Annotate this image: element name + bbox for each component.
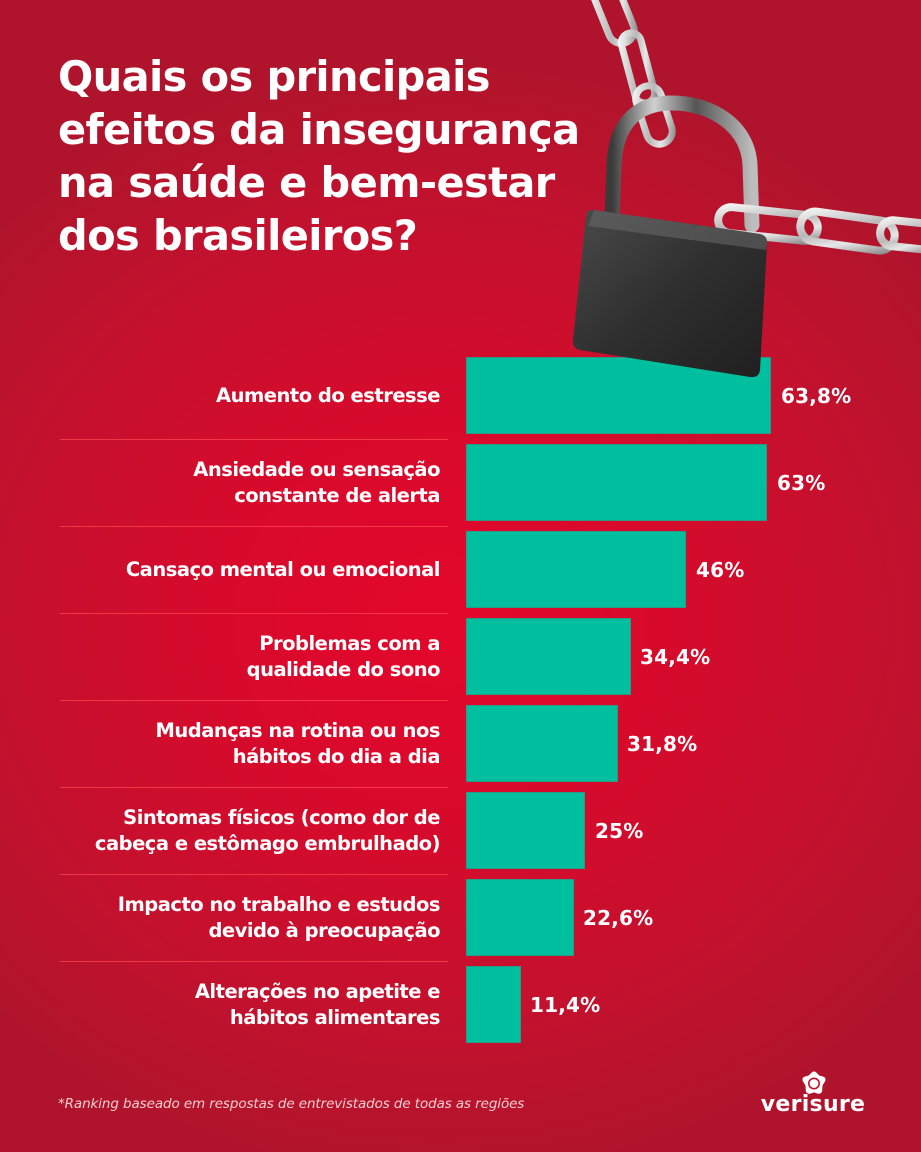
label-line: constante de alerta xyxy=(234,483,440,507)
label-line: hábitos alimentares xyxy=(229,1005,441,1029)
label-line: Aumento do estresse xyxy=(216,383,441,407)
row-divider xyxy=(60,700,448,701)
chart-row: Alterações no apetite e hábitos alimenta… xyxy=(0,966,921,1043)
bar xyxy=(466,966,521,1043)
label-line: Ansiedade ou sensação xyxy=(193,457,440,481)
label-line: Impacto no trabalho e estudos xyxy=(117,892,441,916)
chart-row: Mudanças na rotina ou nos hábitos do dia… xyxy=(0,705,921,788)
bar xyxy=(466,705,618,782)
label-line: Mudanças na rotina ou nos xyxy=(155,718,440,742)
label-line: Problemas com a xyxy=(259,631,440,655)
row-divider xyxy=(60,613,448,614)
bar-value: 34,4% xyxy=(640,644,711,669)
bar-value: 63% xyxy=(777,470,826,495)
brand-wordmark: verisure xyxy=(760,1092,866,1117)
bar-value: 63,8% xyxy=(781,383,852,408)
chart-row: Impacto no trabalho e estudos devido à p… xyxy=(0,879,921,962)
label-line: hábitos do dia a dia xyxy=(232,744,441,768)
row-label: Sintomas físicos (como dor de cabeça e e… xyxy=(40,792,441,869)
title-line: Quais os principais xyxy=(58,52,490,101)
chart-row: Cansaço mental ou emocional 46% xyxy=(0,531,921,614)
bar xyxy=(466,792,585,869)
label-line: qualidade do sono xyxy=(246,657,441,681)
chart-row: Aumento do estresse 63,8% xyxy=(0,357,921,440)
row-label: Aumento do estresse xyxy=(40,357,441,434)
verisure-flower-icon xyxy=(802,1071,826,1094)
row-label: Mudanças na rotina ou nos hábitos do dia… xyxy=(40,705,440,782)
title-line: na saúde e bem-estar xyxy=(58,158,555,207)
row-divider xyxy=(60,439,448,440)
bar-value: 25% xyxy=(595,818,644,843)
bar-value: 22,6% xyxy=(583,905,654,930)
bar-value: 46% xyxy=(696,557,745,582)
chart-row: Ansiedade ou sensação constante de alert… xyxy=(0,444,921,527)
label-line: cabeça e estômago embrulhado) xyxy=(94,831,441,855)
bar xyxy=(466,531,686,608)
label-line: Cansaço mental ou emocional xyxy=(125,557,441,581)
bar xyxy=(466,879,574,956)
label-line: Alterações no apetite e xyxy=(194,979,441,1003)
title-line: dos brasileiros? xyxy=(58,211,418,260)
verisure-logo: verisure xyxy=(758,1070,868,1120)
chart-row: Sintomas físicos (como dor de cabeça e e… xyxy=(0,792,921,875)
bar xyxy=(466,357,771,434)
row-divider xyxy=(60,874,448,875)
row-label: Cansaço mental ou emocional xyxy=(40,531,441,608)
bar xyxy=(466,444,767,521)
bar-value: 11,4% xyxy=(530,992,601,1017)
page-title: Quais os principais efeitos da inseguran… xyxy=(58,50,618,262)
label-line: devido à preocupação xyxy=(208,918,440,942)
title-line: efeitos da insegurança xyxy=(58,105,580,154)
row-divider xyxy=(60,526,448,527)
row-label: Impacto no trabalho e estudos devido à p… xyxy=(40,879,441,956)
row-label: Alterações no apetite e hábitos alimenta… xyxy=(40,966,441,1043)
row-divider xyxy=(60,787,448,788)
label-line: Sintomas físicos (como dor de xyxy=(123,805,440,829)
row-label: Ansiedade ou sensação constante de alert… xyxy=(40,444,440,521)
footnote: *Ranking baseado em respostas de entrevi… xyxy=(58,1096,525,1112)
row-label: Problemas com a qualidade do sono xyxy=(40,618,441,695)
row-divider xyxy=(60,961,448,962)
chart-row: Problemas com a qualidade do sono 34,4% xyxy=(0,618,921,701)
bar xyxy=(466,618,631,695)
bar-value: 31,8% xyxy=(627,731,698,756)
